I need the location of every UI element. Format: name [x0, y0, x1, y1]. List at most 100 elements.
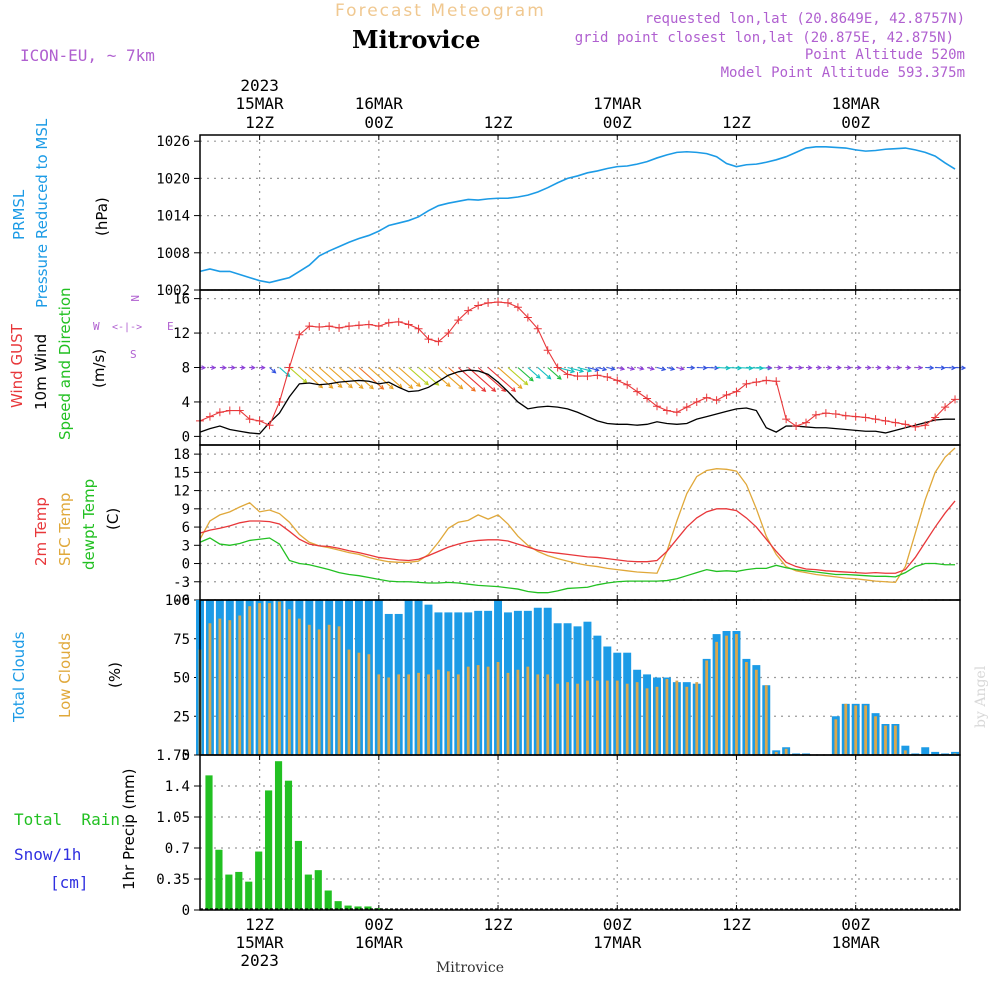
- wind-arrow-head: [886, 365, 892, 370]
- low-cloud-bar: [387, 677, 391, 755]
- wind-arrow: [627, 366, 635, 370]
- wind-arrow-head: [358, 384, 364, 390]
- low-cloud-bar: [397, 674, 401, 755]
- gust-marker: [583, 372, 592, 381]
- y-tick-label: 0.7: [165, 841, 190, 857]
- low-cloud-bar: [665, 679, 669, 755]
- low-cloud-bar: [218, 618, 222, 755]
- wind-arrow-head: [369, 384, 374, 390]
- gust-marker: [235, 406, 244, 415]
- bottom-hour-label: 12Z: [484, 915, 513, 934]
- top-date-label: 16MAR: [355, 94, 404, 113]
- wind-arrow: [617, 366, 625, 370]
- pressure-unit: (hPa): [93, 197, 111, 236]
- wind-arrow-head: [348, 383, 353, 389]
- bottom-hour-label: 12Z: [245, 915, 274, 934]
- gust-marker: [444, 329, 453, 338]
- t2m-label: 2m Temp: [32, 497, 50, 566]
- low-cloud-bar: [238, 615, 242, 755]
- low-cloud-bar: [745, 662, 748, 755]
- wind-arrow: [656, 366, 666, 371]
- grid-point-coords: grid point closest lon,lat (20.875E, 42.…: [575, 30, 954, 46]
- low-cloud-bar: [297, 618, 301, 755]
- rain-bar: [304, 874, 312, 910]
- low-cloud-bar: [437, 669, 440, 755]
- low-cloud-bar: [586, 680, 589, 755]
- compass-n: N: [128, 295, 141, 302]
- rain-bar: [314, 870, 322, 910]
- gust-marker: [414, 324, 423, 333]
- low-cloud-bar: [566, 682, 569, 755]
- wind-arrow-head: [511, 387, 517, 392]
- low-cloud-bar: [317, 629, 321, 755]
- y-tick-label: 50: [173, 671, 190, 687]
- wind-arrow-head: [929, 365, 935, 371]
- wind-arrow: [597, 366, 607, 371]
- wind-arrow-head: [328, 383, 334, 389]
- wind-arrow-head: [649, 366, 655, 371]
- y-tick-label: 1.4: [165, 779, 190, 795]
- wind-arrow: [577, 366, 592, 372]
- gust-marker: [394, 317, 403, 326]
- rain-bar: [334, 901, 342, 910]
- y-tick-label: 25: [173, 709, 190, 725]
- wind-arrow: [428, 367, 451, 387]
- gust-marker: [772, 377, 781, 386]
- wind-arrow: [477, 367, 506, 392]
- wind-arrow: [567, 366, 584, 372]
- rain-bar: [284, 780, 293, 910]
- bottom-hour-label: 12Z: [722, 915, 751, 934]
- low-cloud-bar: [625, 683, 629, 755]
- low-cloud-bar: [774, 751, 778, 755]
- bottom-hour-label: 00Z: [603, 915, 632, 934]
- cloud-labels: Total Clouds Low Clouds (%): [10, 631, 124, 723]
- y-tick-label: 0.35: [156, 872, 190, 888]
- subtitle: Forecast Meteogram: [335, 1, 546, 21]
- dewpt-line: [199, 537, 956, 594]
- gust-marker: [325, 322, 334, 331]
- low-cloud-bar: [337, 626, 341, 755]
- wind-arrow: [666, 366, 675, 370]
- gust-marker: [692, 397, 701, 406]
- bottom-date-label: 18MAR: [832, 933, 881, 952]
- gust-marker: [255, 416, 264, 425]
- wind-arrow-head: [610, 366, 616, 371]
- total-cloud-bar: [931, 751, 940, 755]
- panel-frame: [199, 134, 961, 291]
- low-cloud-bar: [854, 705, 858, 755]
- wind-arrow-head: [629, 366, 636, 371]
- wind-arrow: [646, 366, 654, 370]
- gust-marker: [523, 313, 532, 322]
- bottom-date-label: 17MAR: [593, 933, 642, 952]
- wind-arrow-head: [639, 365, 645, 371]
- pressure-line: [199, 145, 956, 284]
- y-tick-label: 6: [182, 520, 190, 536]
- bottom-hour-label: 00Z: [841, 915, 870, 934]
- gust-marker: [851, 412, 860, 421]
- rain-bar: [215, 849, 223, 910]
- y-tick-label: -6: [173, 593, 190, 609]
- panel-1: 0 4 8 12 16: [173, 290, 967, 445]
- footer-station: Mitrovice: [436, 960, 504, 976]
- total-cloud-bar: [792, 753, 801, 755]
- bottom-date-label: 15MAR: [236, 933, 285, 952]
- wind-arrow: [368, 367, 394, 390]
- wind-arrow-head: [546, 374, 552, 380]
- rain-label: Total Rain: [14, 810, 120, 829]
- gust-marker: [454, 316, 463, 325]
- gust-marker: [573, 372, 582, 381]
- top-year-label: 2023: [240, 76, 279, 95]
- low-cloud-bar: [377, 674, 381, 755]
- gust-marker: [404, 320, 413, 329]
- sfc-temp-line: [199, 447, 956, 584]
- wind-arrow: [448, 367, 476, 392]
- wind-arrow-head: [388, 384, 394, 390]
- wind-arrow: [388, 367, 413, 389]
- wind-arrow-head: [827, 365, 833, 370]
- gust-marker: [951, 395, 960, 404]
- top-hour-label: 00Z: [364, 113, 393, 132]
- gust-marker: [652, 402, 661, 411]
- wind-arrow-head: [602, 366, 608, 372]
- low-cloud-bar: [427, 674, 430, 755]
- rain-bar: [245, 881, 253, 910]
